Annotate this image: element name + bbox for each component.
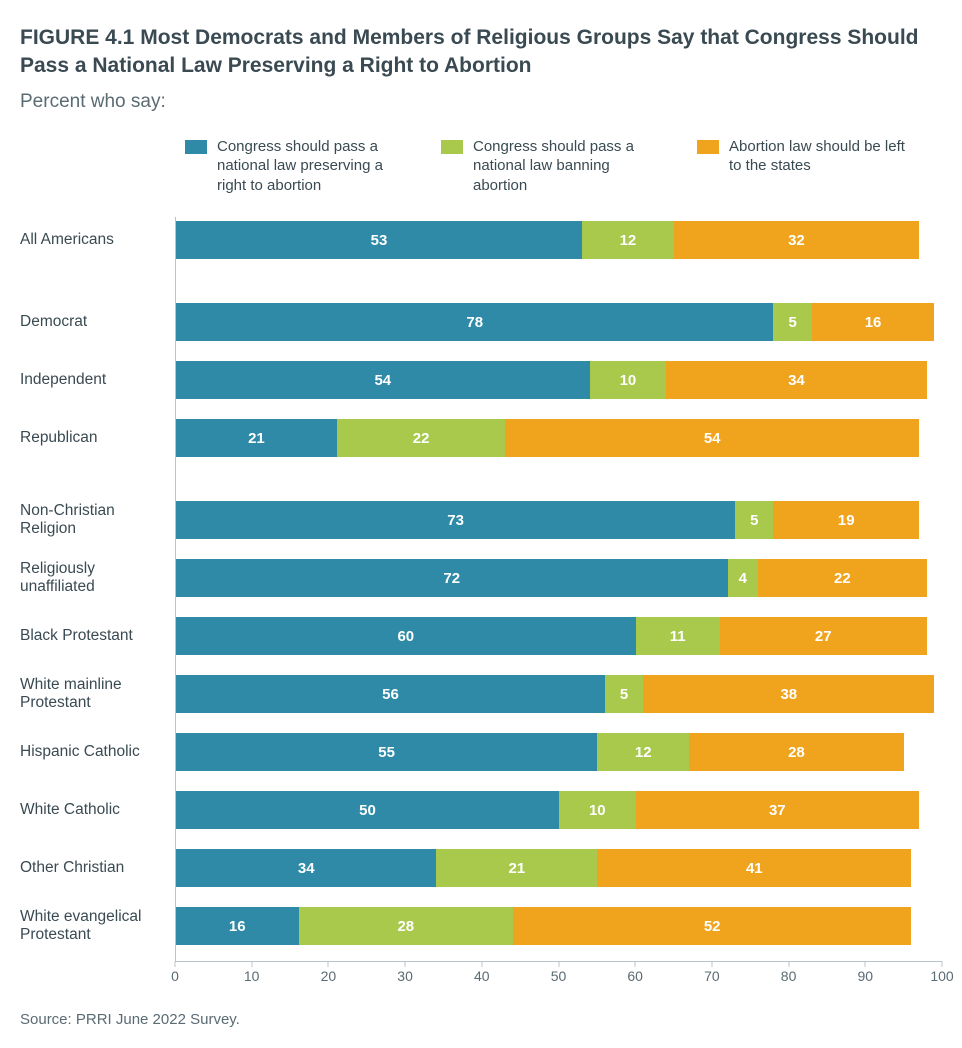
category-label: Black Protestant: [20, 627, 133, 646]
bar-segment: 12: [597, 733, 689, 771]
category-label: Hispanic Catholic: [20, 743, 140, 762]
legend-swatch: [441, 140, 463, 154]
bar-segment: 12: [582, 221, 674, 259]
bar-segment: 4: [728, 559, 759, 597]
bar-segment: 53: [176, 221, 582, 259]
bar-segment: 73: [176, 501, 735, 539]
x-tick-label: 90: [858, 968, 874, 984]
bar-segment: 22: [758, 559, 927, 597]
bar-segment: 54: [505, 419, 919, 457]
bar-segment: 10: [559, 791, 636, 829]
legend-label: Abortion law should be left to the state…: [729, 137, 917, 176]
legend-label: Congress should pass a national law bann…: [473, 137, 661, 196]
bar-segment: 72: [176, 559, 728, 597]
bar-segment: 37: [636, 791, 919, 829]
x-tick-label: 30: [397, 968, 413, 984]
x-tick-label: 10: [244, 968, 260, 984]
x-tick-label: 20: [321, 968, 337, 984]
legend-label: Congress should pass a national law pres…: [217, 137, 405, 196]
bar-segment: 11: [636, 617, 720, 655]
bar-segment: 19: [773, 501, 919, 539]
chart-legend: Congress should pass a national law pres…: [20, 137, 942, 196]
bar-row: 212254: [176, 419, 942, 457]
bar-segment: 28: [689, 733, 903, 771]
bar-row: 601127: [176, 617, 942, 655]
bar-segment: 21: [436, 849, 597, 887]
bar-segment: 21: [176, 419, 337, 457]
bar-segment: 32: [674, 221, 919, 259]
bar-row: 73519: [176, 501, 942, 539]
category-label: White Catholic: [20, 801, 120, 820]
bar-row: 342141: [176, 849, 942, 887]
bar-row: 162852: [176, 907, 942, 945]
bar-segment: 34: [666, 361, 926, 399]
bar-row: 541034: [176, 361, 942, 399]
legend-item: Congress should pass a national law pres…: [185, 137, 405, 196]
x-tick-label: 80: [781, 968, 797, 984]
bar-row: 78516: [176, 303, 942, 341]
bar-segment: 28: [299, 907, 513, 945]
category-label: Democrat: [20, 313, 87, 332]
bar-segment: 78: [176, 303, 773, 341]
chart-area: All Americans Democrat Independent Republic…: [20, 217, 942, 961]
category-label: Religiously unaffiliated: [20, 560, 163, 597]
category-label: Other Christian: [20, 859, 124, 878]
x-tick-label: 100: [930, 968, 953, 984]
bar-row: 551228: [176, 733, 942, 771]
figure-title: FIGURE 4.1 Most Democrats and Members of…: [20, 24, 942, 81]
bar-row: 531232: [176, 221, 942, 259]
bar-segment: 50: [176, 791, 559, 829]
bar-segment: 56: [176, 675, 605, 713]
legend-swatch: [697, 140, 719, 154]
bar-row: 501037: [176, 791, 942, 829]
bar-segment: 10: [590, 361, 667, 399]
category-label: Non-Christian Religion: [20, 502, 163, 539]
bar-segment: 41: [597, 849, 911, 887]
category-label: White evangelical Protestant: [20, 908, 163, 945]
figure-subtitle: Percent who say:: [20, 91, 942, 113]
x-tick-label: 70: [704, 968, 720, 984]
category-label: Republican: [20, 429, 98, 448]
category-label: Independent: [20, 371, 106, 390]
bar-row: 72422: [176, 559, 942, 597]
legend-swatch: [185, 140, 207, 154]
x-tick-label: 60: [627, 968, 643, 984]
bar-segment: 16: [812, 303, 935, 341]
bar-segment: 16: [176, 907, 299, 945]
bar-row: 56538: [176, 675, 942, 713]
y-axis-labels: All Americans Democrat Independent Republic…: [20, 217, 175, 961]
chart-plot: 5312327851654103421225473519724226011275…: [175, 217, 942, 961]
x-tick-label: 50: [551, 968, 567, 984]
source-note: Source: PRRI June 2022 Survey.: [20, 1011, 942, 1028]
bar-segment: 5: [605, 675, 643, 713]
bar-segment: 5: [773, 303, 811, 341]
bar-segment: 60: [176, 617, 636, 655]
bar-segment: 55: [176, 733, 597, 771]
x-axis: 0102030405060708090100: [175, 961, 942, 989]
x-tick-label: 40: [474, 968, 490, 984]
bar-segment: 54: [176, 361, 590, 399]
bar-segment: 38: [643, 675, 934, 713]
x-tick-label: 0: [171, 968, 179, 984]
bar-segment: 5: [735, 501, 773, 539]
bar-segment: 34: [176, 849, 436, 887]
category-label: All Americans: [20, 231, 114, 250]
legend-item: Congress should pass a national law bann…: [441, 137, 661, 196]
legend-item: Abortion law should be left to the state…: [697, 137, 917, 196]
bar-segment: 52: [513, 907, 911, 945]
bar-segment: 27: [720, 617, 927, 655]
category-label: White mainline Protestant: [20, 676, 163, 713]
bar-segment: 22: [337, 419, 506, 457]
